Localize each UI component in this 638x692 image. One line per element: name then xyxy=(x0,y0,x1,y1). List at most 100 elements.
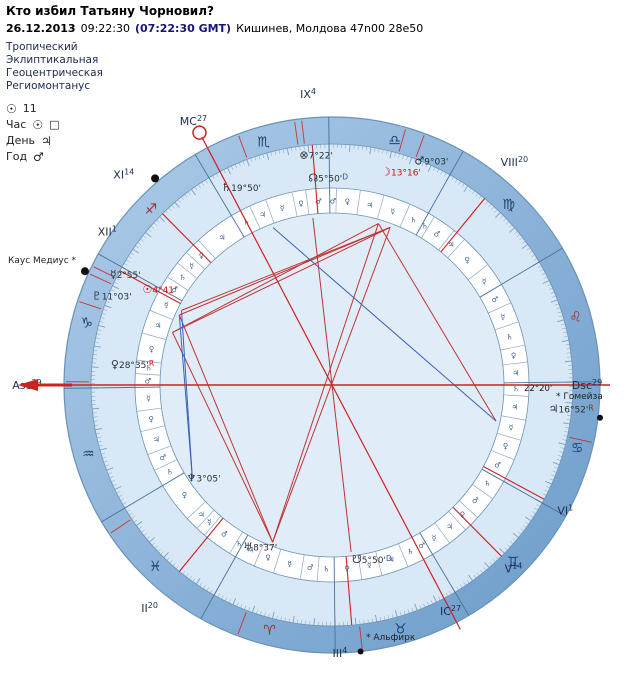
term-glyph: ♃ xyxy=(388,555,395,564)
term-glyph: ☿ xyxy=(367,561,372,570)
sign-glyph-aquarius: ♒ xyxy=(82,446,95,462)
tick xyxy=(117,274,122,277)
term-glyph: ♃ xyxy=(198,510,205,519)
info-line-sun: ☉ 11 xyxy=(6,101,60,117)
house-cusp-line-h8 xyxy=(440,198,486,253)
term-divider xyxy=(434,522,451,544)
term-divider xyxy=(186,252,206,270)
tick xyxy=(115,277,120,281)
tick xyxy=(419,605,422,610)
tick xyxy=(114,281,118,284)
term-divider xyxy=(500,344,525,351)
sign-boundary xyxy=(415,151,464,236)
sign-boundary xyxy=(328,117,331,214)
tick xyxy=(91,366,99,368)
tick xyxy=(224,597,228,602)
tick xyxy=(163,552,169,558)
tick xyxy=(354,617,357,625)
tick xyxy=(262,154,265,159)
tick xyxy=(192,578,196,582)
term-divider xyxy=(305,189,310,215)
tick xyxy=(349,144,351,152)
tick xyxy=(411,608,414,612)
tick xyxy=(242,160,245,165)
tick xyxy=(99,447,107,451)
planet-label-neptune: ♆3°05' xyxy=(187,472,221,485)
term-glyph: ☿ xyxy=(146,394,151,403)
tick xyxy=(438,596,441,601)
tick xyxy=(561,323,566,326)
tick xyxy=(440,170,443,175)
tick xyxy=(516,234,521,238)
tick xyxy=(363,619,365,624)
tick xyxy=(519,237,523,241)
tick xyxy=(189,575,192,580)
term-divider xyxy=(147,445,172,455)
sign-boundary xyxy=(200,534,249,619)
tick xyxy=(106,467,114,471)
tick xyxy=(99,321,104,323)
term-glyph: ♀ xyxy=(345,197,351,206)
location-value: Кишинев, Молдова 47n00 28e50 xyxy=(236,22,424,35)
mc-marker-circle xyxy=(192,125,207,140)
tick xyxy=(383,616,386,621)
house-label-h9: IX4 xyxy=(300,87,316,101)
house-label-ic: IC27 xyxy=(440,604,461,618)
term-glyph: ♃ xyxy=(366,200,373,209)
tick xyxy=(182,570,186,575)
tick xyxy=(550,291,555,294)
tick xyxy=(205,179,208,184)
tick xyxy=(543,276,548,279)
tick xyxy=(522,525,527,528)
tick xyxy=(286,148,289,156)
tick xyxy=(564,431,569,433)
tick xyxy=(97,329,102,331)
tick xyxy=(268,613,270,618)
tick xyxy=(206,587,210,592)
tick xyxy=(394,152,396,157)
tick xyxy=(544,489,549,493)
tick xyxy=(236,602,239,607)
term-glyph: ♃ xyxy=(247,545,254,554)
tick xyxy=(194,186,198,191)
tick xyxy=(223,169,226,174)
tick xyxy=(550,299,558,303)
tick xyxy=(506,221,510,225)
term-glyph: ♂ xyxy=(472,496,479,505)
tick xyxy=(270,151,273,156)
term-glyph: ♄ xyxy=(236,539,243,548)
tick xyxy=(307,145,310,153)
tick xyxy=(475,193,479,197)
tick xyxy=(272,611,275,619)
term-glyph: ♂ xyxy=(171,285,178,294)
tick xyxy=(430,600,433,605)
tick xyxy=(414,603,418,611)
tick xyxy=(264,612,266,617)
house-label-dsc: Dsc29 xyxy=(572,378,602,392)
tick xyxy=(227,167,231,175)
tick xyxy=(402,154,404,159)
tick xyxy=(562,327,567,330)
tick xyxy=(142,235,147,239)
tick xyxy=(291,147,293,152)
term-glyph: ♂ xyxy=(418,541,425,550)
tick xyxy=(525,521,529,525)
tick xyxy=(141,529,145,533)
term-divider xyxy=(253,542,265,567)
tick xyxy=(556,307,561,310)
term-glyph: ☿ xyxy=(287,560,292,569)
sign-boundary xyxy=(98,253,183,302)
tick xyxy=(479,569,483,574)
zodiac-signs: ♈♃♀☿♂♄♉♀☿♃♄♂♊☿♃♀♂♄♋♂♀☿♃♄♌♃♀♄☿♂♍☿♀♃♂♄♎♄☿♃… xyxy=(64,117,600,653)
tick xyxy=(148,537,155,543)
tick xyxy=(461,183,465,188)
term-glyph: ♂ xyxy=(307,563,314,572)
term-glyph: ☿ xyxy=(280,203,285,212)
planetary-info: ☉ 11 Час ☉ □ День ♃ Год ♂ xyxy=(6,101,60,165)
term-glyph: ☿ xyxy=(189,261,194,270)
tick xyxy=(191,189,196,196)
tick xyxy=(94,424,99,426)
tick xyxy=(120,498,125,501)
term-divider xyxy=(204,515,222,536)
term-divider xyxy=(149,309,173,321)
